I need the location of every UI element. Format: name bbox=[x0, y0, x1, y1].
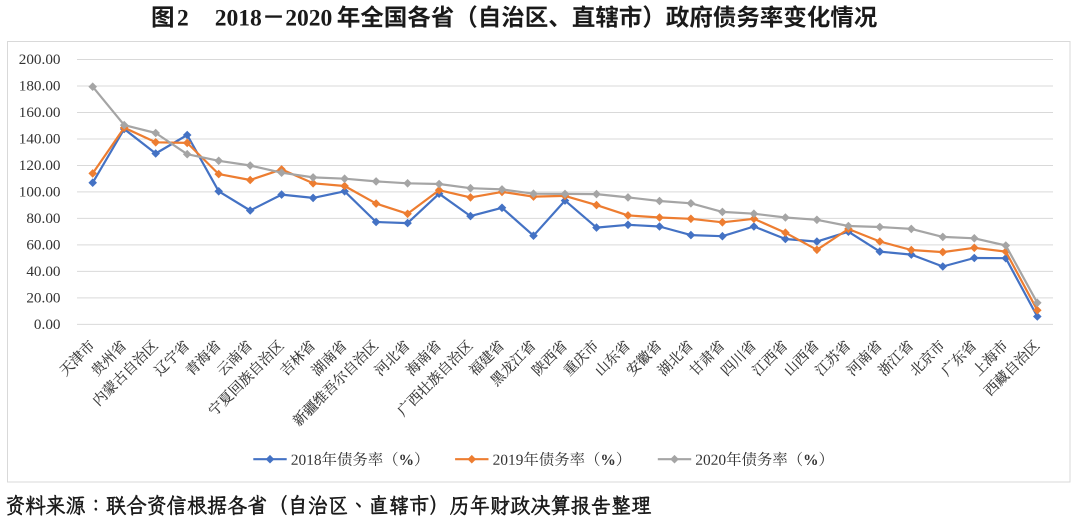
svg-text:120.00: 120.00 bbox=[19, 157, 61, 174]
svg-text:100.00: 100.00 bbox=[19, 183, 61, 200]
svg-text:60.00: 60.00 bbox=[26, 236, 61, 253]
svg-text:40.00: 40.00 bbox=[26, 263, 61, 280]
svg-text:200.00: 200.00 bbox=[19, 51, 61, 68]
svg-text:80.00: 80.00 bbox=[26, 210, 61, 227]
svg-text:20.00: 20.00 bbox=[26, 289, 61, 306]
svg-text:0.00: 0.00 bbox=[34, 316, 61, 333]
svg-text:140.00: 140.00 bbox=[19, 131, 61, 148]
svg-text:160.00: 160.00 bbox=[19, 104, 61, 121]
svg-text:180.00: 180.00 bbox=[19, 78, 61, 95]
